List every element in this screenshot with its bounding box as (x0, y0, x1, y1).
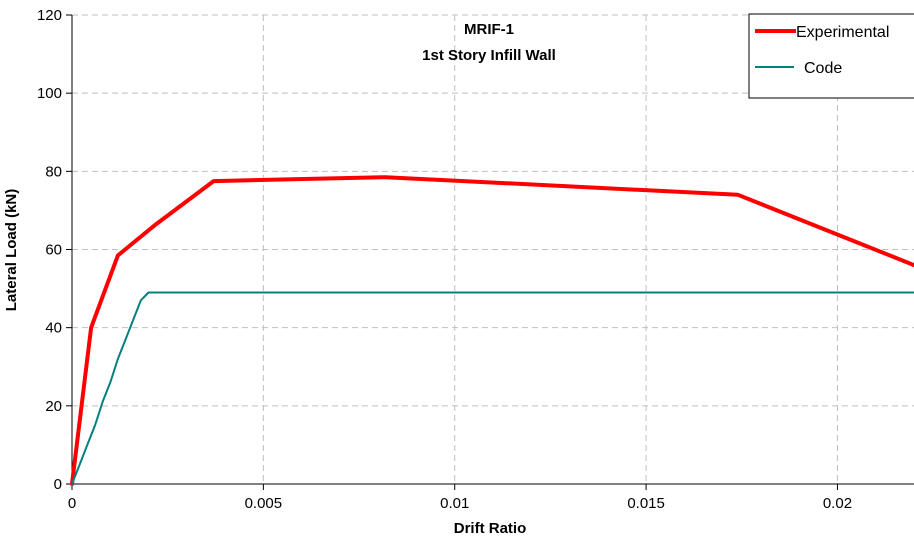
legend-label-experimental: Experimental (796, 24, 889, 41)
x-tick-label: 0.015 (627, 495, 665, 512)
legend-box (748, 13, 914, 99)
x-tick-label: 0.02 (823, 495, 852, 512)
y-tick-label: 120 (37, 7, 62, 24)
y-tick-label: 0 (54, 476, 62, 493)
x-tick-label: 0.01 (440, 495, 469, 512)
y-axis-title: Lateral Load (kN) (3, 189, 20, 312)
y-tick-label: 100 (37, 85, 62, 102)
x-tick-label: 0 (68, 495, 76, 512)
series-lines (70, 175, 914, 486)
tick-labels: 0 20 40 60 80 100 120 0 0.005 0.01 0.015 0.02 (37, 7, 852, 512)
x-axis-title: Drift Ratio (454, 520, 527, 537)
chart-subtitle: 1st Story Infill Wall (422, 47, 556, 64)
y-tick-label: 40 (45, 320, 62, 337)
chart-title: MRIF-1 (464, 21, 514, 38)
y-tick-label: 20 (45, 398, 62, 415)
series-line-code (71, 291, 914, 485)
grid (72, 14, 914, 484)
x-tick-label: 0.005 (245, 495, 283, 512)
y-tick-label: 60 (45, 242, 62, 259)
y-tick-label: 80 (45, 163, 62, 180)
axes (66, 14, 914, 490)
legend: Experimental Code (748, 13, 914, 99)
legend-label-code: Code (804, 60, 842, 77)
series-line-experimental (70, 175, 914, 486)
